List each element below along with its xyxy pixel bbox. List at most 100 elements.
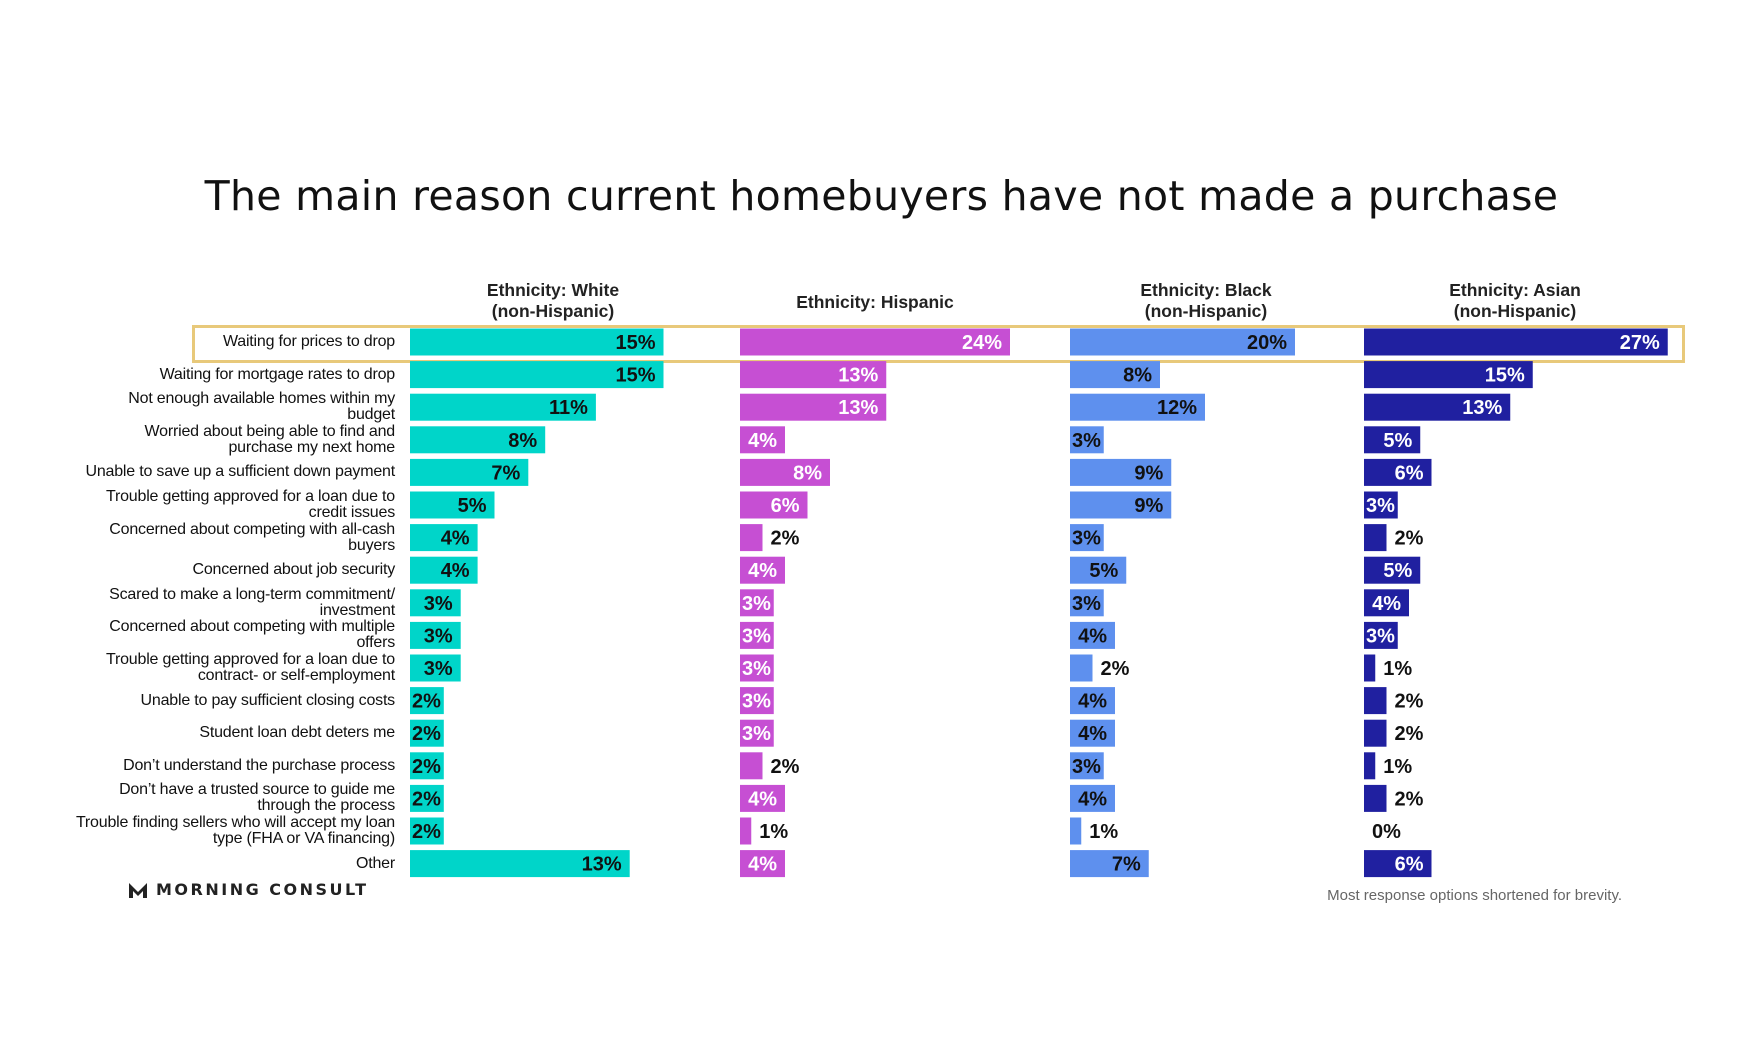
bar (1364, 426, 1421, 454)
data-label: 0% (1372, 821, 1401, 843)
bar (1070, 784, 1115, 812)
bar (410, 524, 478, 552)
data-label: 2% (412, 691, 441, 713)
bar (1364, 524, 1387, 552)
data-label: 3% (424, 625, 453, 647)
bar (1364, 621, 1398, 649)
data-label: 2% (1395, 691, 1424, 713)
category-label: Other (355, 854, 395, 872)
data-label: 3% (1072, 430, 1101, 452)
bar (740, 687, 774, 715)
data-label: 2% (412, 756, 441, 778)
category-label: Not enough available homes within my bud… (128, 390, 395, 424)
bar (410, 589, 461, 617)
data-label: 8% (793, 462, 822, 484)
data-label: 8% (508, 430, 537, 452)
category-label: Worried about being able to find and pur… (144, 422, 396, 456)
bar (1070, 491, 1172, 519)
bar (740, 556, 785, 584)
bar (1070, 458, 1172, 486)
data-label: 2% (1395, 788, 1424, 810)
category-label: Concerned about competing with all-cash … (109, 520, 395, 554)
data-label: 4% (1078, 691, 1107, 713)
data-label: 3% (1072, 528, 1101, 550)
bar (1364, 850, 1432, 878)
bar (1364, 719, 1387, 747)
bar (1070, 621, 1115, 649)
bar (740, 654, 774, 682)
data-label: 8% (1123, 365, 1152, 387)
bar (740, 426, 785, 454)
series-header: Ethnicity: Asian (non-Hispanic) (1449, 280, 1581, 321)
data-label: 11% (549, 397, 588, 419)
bar (1070, 361, 1160, 389)
data-label: 2% (1101, 658, 1130, 680)
category-label: Trouble getting approved for a loan due … (106, 488, 395, 521)
category-label: Trouble finding sellers who will accept … (75, 814, 395, 847)
bar (410, 752, 444, 780)
data-label: 4% (1078, 788, 1107, 810)
bar (1070, 328, 1295, 356)
data-label: 4% (1372, 593, 1401, 615)
data-label: 15% (615, 365, 655, 387)
data-label: 24% (962, 332, 1002, 354)
bar (740, 850, 785, 878)
bar (410, 687, 444, 715)
bar (740, 589, 774, 617)
data-label: 5% (1383, 560, 1412, 582)
bar (410, 817, 444, 845)
bar (410, 654, 461, 682)
bar (1070, 817, 1082, 845)
bar (740, 361, 887, 389)
bar (410, 393, 596, 421)
category-label: Trouble getting approved for a loan due … (106, 651, 395, 684)
bar (410, 556, 478, 584)
bar (410, 491, 495, 519)
category-label: Scared to make a long-term commitment/ i… (109, 585, 395, 619)
data-label: 5% (1089, 560, 1118, 582)
bar (1070, 654, 1093, 682)
data-label: 2% (771, 756, 800, 778)
morning-consult-logo: MORNING CONSULT (128, 880, 369, 899)
series-header: Ethnicity: Hispanic (796, 292, 954, 312)
bar (740, 328, 1010, 356)
bar (740, 393, 887, 421)
category-label: Waiting for prices to drop (222, 333, 395, 350)
data-label: 3% (1072, 756, 1101, 778)
category-label: Concerned about competing with multiple … (109, 618, 395, 652)
data-label: 2% (412, 788, 441, 810)
bar (740, 458, 830, 486)
data-label: 15% (1485, 365, 1525, 387)
bar (410, 361, 664, 389)
bar (740, 524, 763, 552)
data-label: 1% (1383, 756, 1412, 778)
data-label: 5% (458, 495, 487, 517)
bar (1070, 393, 1205, 421)
bar (410, 328, 664, 356)
bar (1364, 361, 1533, 389)
data-label: 9% (1134, 495, 1163, 517)
data-label: 4% (748, 788, 777, 810)
data-label: 1% (1383, 658, 1412, 680)
data-label: 2% (771, 528, 800, 550)
data-label: 7% (1112, 854, 1141, 876)
data-label: 27% (1620, 332, 1660, 354)
bar (410, 784, 444, 812)
data-label: 4% (748, 430, 777, 452)
data-label: 15% (615, 332, 655, 354)
data-label: 13% (838, 365, 878, 387)
data-label: 3% (1366, 495, 1395, 517)
data-label: 2% (1395, 528, 1424, 550)
data-label: 9% (1134, 462, 1163, 484)
data-label: 3% (742, 723, 771, 745)
bar (740, 621, 774, 649)
data-label: 13% (838, 397, 878, 419)
data-label: 2% (412, 723, 441, 745)
bar (1364, 654, 1376, 682)
data-label: 3% (742, 625, 771, 647)
bar (1364, 458, 1432, 486)
data-label: 6% (1395, 854, 1424, 876)
data-label: 4% (748, 854, 777, 876)
bar (1070, 426, 1104, 454)
data-label: 3% (742, 691, 771, 713)
